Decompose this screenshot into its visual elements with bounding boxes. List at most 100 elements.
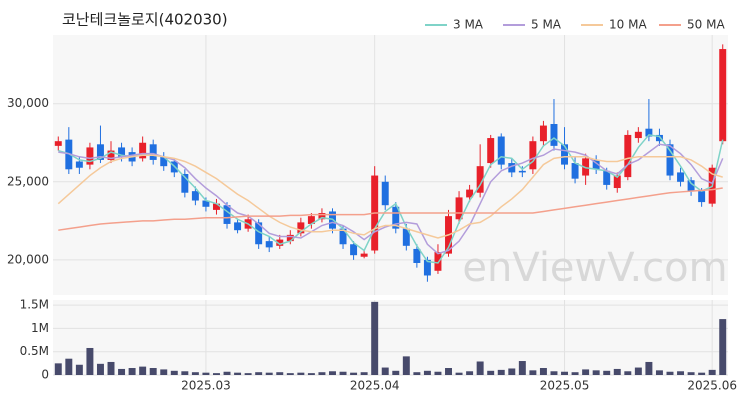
volume-bar	[339, 371, 347, 375]
volume-bar	[234, 372, 242, 375]
volume-bar	[466, 371, 474, 375]
candle-body	[497, 136, 505, 165]
candle-body	[181, 173, 189, 193]
candle-body	[360, 253, 368, 257]
volume-bar	[381, 367, 389, 375]
candle-body	[96, 144, 104, 160]
candle-body	[518, 170, 526, 173]
ma-line	[58, 187, 723, 231]
candle-body	[634, 131, 642, 139]
candle-body	[677, 172, 685, 182]
candle-body	[613, 175, 621, 189]
candle-body	[508, 163, 516, 173]
x-tick-label: 2025.03	[181, 379, 231, 393]
candle-body	[402, 228, 410, 246]
candle-body	[487, 138, 495, 164]
candle-body	[561, 144, 569, 165]
volume-bar	[128, 368, 136, 375]
volume-bar	[202, 372, 210, 375]
volume-bar	[539, 368, 547, 375]
volume-bar	[455, 372, 463, 375]
candle-body	[455, 197, 463, 220]
y-tick-label: 0.5M	[20, 344, 49, 358]
volume-bar	[561, 371, 569, 375]
volume-bar	[423, 370, 431, 375]
candle-body	[350, 244, 358, 256]
candle-body	[687, 180, 695, 192]
volume-bar	[708, 369, 716, 375]
volume-bar	[603, 370, 611, 375]
volume-bar	[666, 371, 674, 375]
candle-body	[434, 252, 442, 271]
volume-bar	[392, 370, 400, 375]
candle-body	[339, 228, 347, 245]
candle-body	[255, 222, 263, 245]
candle-body	[139, 142, 147, 159]
candle-body	[466, 189, 474, 198]
volume-bar	[75, 364, 83, 375]
candle-body	[550, 124, 558, 146]
volume-bar	[360, 372, 368, 375]
candle-body	[223, 205, 231, 224]
volume-bar	[677, 371, 685, 375]
watermark: enViewV.com	[462, 245, 727, 291]
volume-bar	[624, 371, 632, 375]
volume-bar	[96, 363, 104, 375]
candle-body	[719, 49, 727, 142]
volume-bar	[529, 370, 537, 375]
volume-bar	[107, 361, 115, 375]
volume-bar	[497, 369, 505, 375]
volume-bar	[255, 372, 263, 375]
volume-bar	[592, 370, 600, 375]
candle-body	[592, 159, 600, 170]
candle-body	[571, 163, 579, 179]
volume-bar	[350, 372, 358, 375]
volume-bar	[476, 361, 484, 375]
candle-body	[603, 170, 611, 185]
candle-body	[234, 222, 242, 231]
candle-body	[392, 206, 400, 229]
volume-bar	[550, 371, 558, 375]
volume-bar	[244, 373, 252, 375]
volume-bar	[65, 358, 73, 375]
y-tick-label: 25,000	[7, 174, 49, 188]
volume-bar	[54, 363, 62, 375]
volume-bar	[181, 371, 189, 375]
candle-body	[202, 200, 210, 207]
volume-bar	[307, 373, 315, 375]
volume-bar	[276, 372, 284, 375]
volume-bar	[413, 372, 421, 375]
volume-bar	[434, 371, 442, 375]
volume-bar	[286, 373, 294, 375]
candle-body	[276, 239, 284, 246]
volume-bar	[118, 368, 126, 375]
volume-bar	[613, 368, 621, 375]
candle-body	[476, 166, 484, 193]
volume-bar	[223, 371, 231, 375]
volume-bar	[645, 361, 653, 375]
volume-bar	[86, 347, 94, 375]
volume-bar	[719, 319, 727, 375]
candle-body	[149, 144, 157, 160]
candle-body	[118, 147, 126, 157]
y-tick-label: 30,000	[7, 96, 49, 110]
legend-label: 50 MA	[687, 18, 725, 32]
volume-bar	[160, 369, 168, 375]
candle-body	[107, 150, 115, 160]
ma-line	[58, 134, 724, 264]
candle-body	[413, 248, 421, 263]
volume-bar	[634, 367, 642, 375]
candle-body	[655, 134, 663, 142]
candle-body	[645, 128, 653, 137]
candle-body	[529, 141, 537, 170]
legend-label: 10 MA	[609, 18, 647, 32]
candle-body	[698, 191, 706, 203]
volume-bar	[371, 301, 379, 375]
candle-body	[624, 134, 632, 178]
candle-body	[86, 147, 94, 165]
volume-bar	[149, 368, 157, 375]
x-tick-label: 2025.05	[540, 379, 590, 393]
volume-bar	[571, 372, 579, 375]
volume-bar	[402, 356, 410, 375]
